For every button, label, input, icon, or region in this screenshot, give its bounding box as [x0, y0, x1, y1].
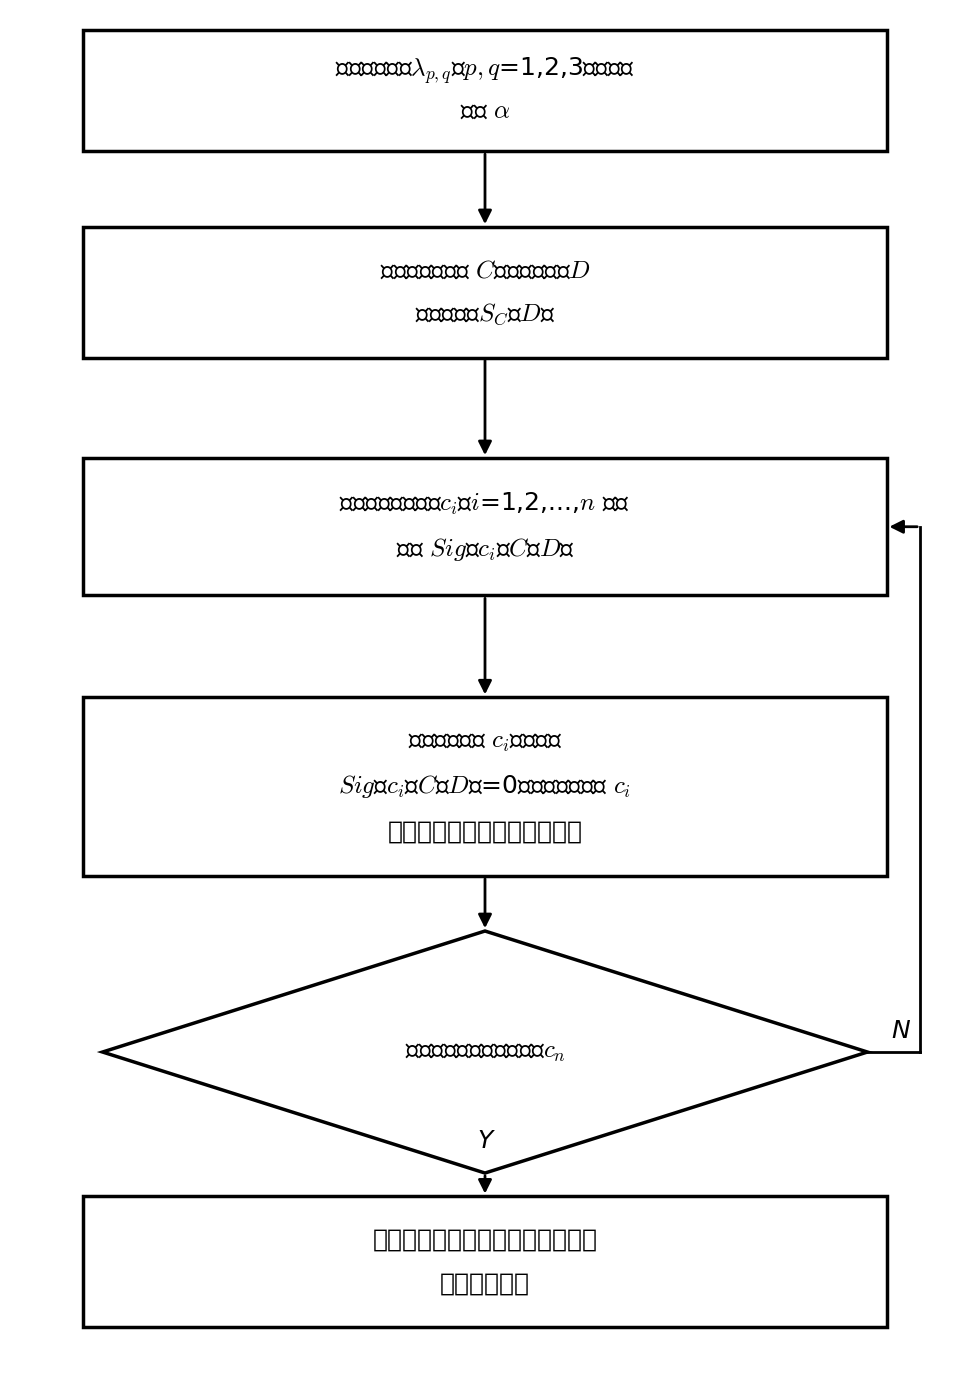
Text: $Sig$（$c_i$，$C$，$D$）=0，那么征兆属性 $c_i$: $Sig$（$c_i$，$C$，$D$）=0，那么征兆属性 $c_i$ — [338, 774, 631, 800]
FancyBboxPatch shape — [83, 226, 886, 357]
Text: 删除所有冗余的征兆属性，获得低: 删除所有冗余的征兆属性，获得低 — [372, 1228, 597, 1251]
FancyBboxPatch shape — [83, 697, 886, 876]
Text: 是冗余的，否则是必不可少的: 是冗余的，否则是必不可少的 — [387, 820, 582, 843]
Text: 计算征兆属性集 $C$关于决策属性$D$: 计算征兆属性集 $C$关于决策属性$D$ — [379, 258, 590, 282]
FancyBboxPatch shape — [83, 1196, 886, 1326]
Text: 阈值 $\alpha$: 阈值 $\alpha$ — [459, 99, 510, 124]
FancyBboxPatch shape — [83, 31, 886, 151]
Text: N: N — [891, 1020, 909, 1043]
Text: Y: Y — [477, 1129, 492, 1153]
Text: 是否为最后一个征兆属性$c_n$: 是否为最后一个征兆属性$c_n$ — [404, 1040, 565, 1064]
Text: 根据风险代价$\lambda_{p,q}$（$p,q$=1,2,3），计算: 根据风险代价$\lambda_{p,q}$（$p,q$=1,2,3），计算 — [334, 56, 635, 86]
Text: 如果征兆属性 $c_i$的重要度: 如果征兆属性 $c_i$的重要度 — [407, 731, 562, 754]
FancyBboxPatch shape — [83, 458, 886, 596]
Text: 要度 $Sig$（$c_i$，$C$，$D$）: 要度 $Sig$（$c_i$，$C$，$D$） — [395, 536, 574, 563]
Text: 依次计算征兆属性$c_i$，$i$=1,2,...,$n$ 的重: 依次计算征兆属性$c_i$，$i$=1,2,...,$n$ 的重 — [339, 490, 630, 517]
Text: 的分类质量$S_C$（$D$）: 的分类质量$S_C$（$D$） — [414, 301, 555, 326]
Polygon shape — [103, 931, 866, 1174]
Text: 维征兆属性集: 维征兆属性集 — [440, 1271, 529, 1296]
